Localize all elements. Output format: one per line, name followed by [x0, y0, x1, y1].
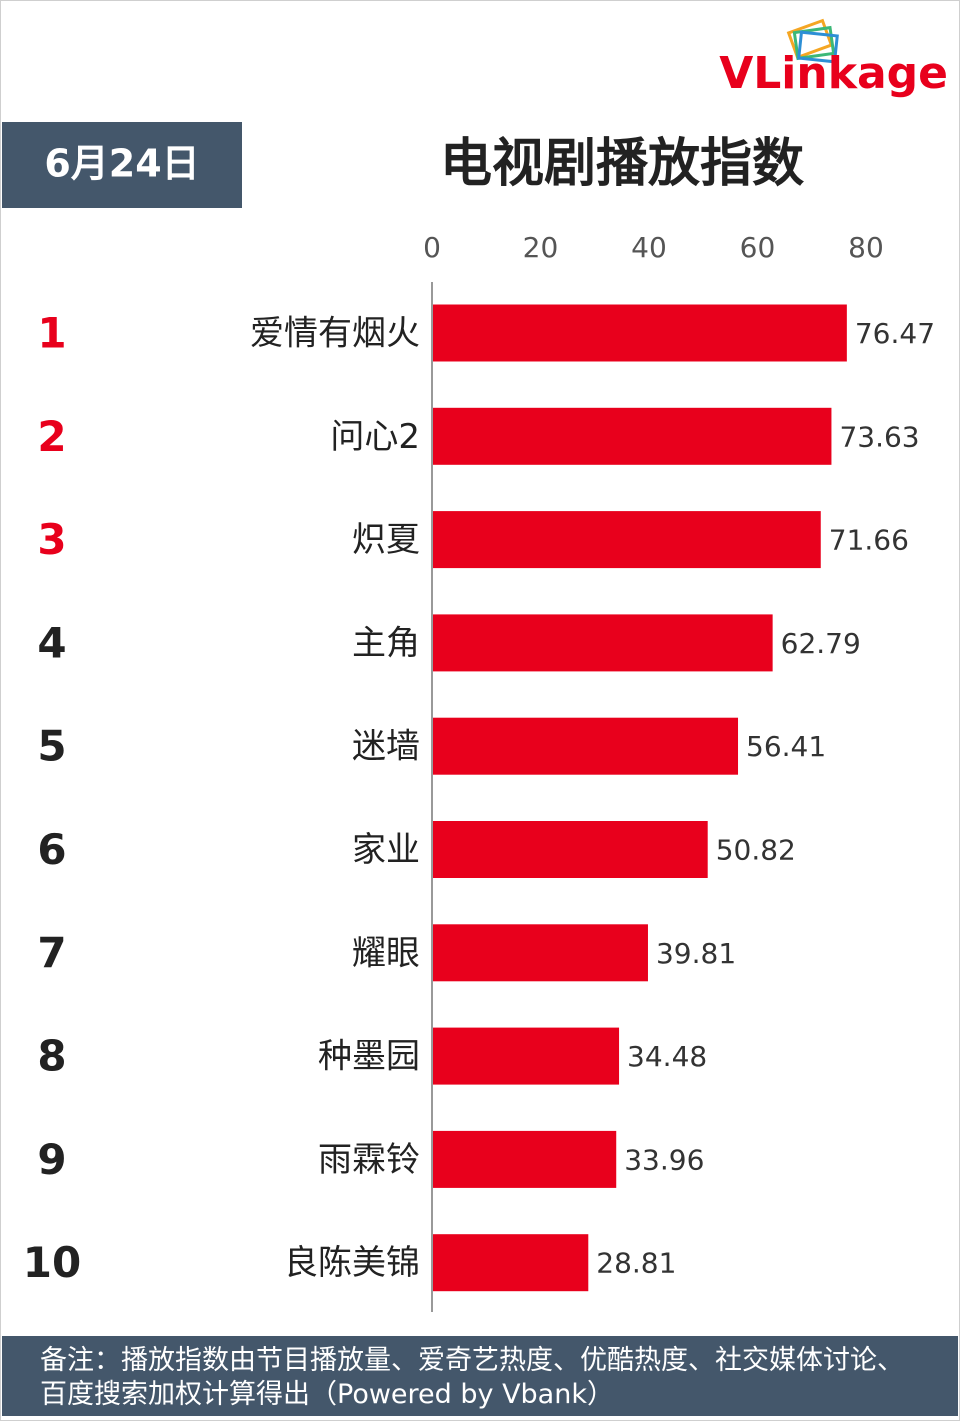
date-box [2, 122, 242, 208]
category-label: 种墨园 [318, 1037, 420, 1077]
bar [432, 511, 821, 569]
category-label: 迷墙 [352, 727, 420, 767]
x-tick-label: 60 [740, 231, 776, 264]
category-label: 爱情有烟火 [250, 314, 420, 354]
rank: 9 [37, 1135, 66, 1184]
bar [432, 407, 832, 465]
value-label: 33.96 [624, 1143, 704, 1176]
value-label: 56.41 [746, 730, 826, 763]
bar [432, 1234, 589, 1292]
logo-icon [786, 18, 839, 64]
value-label: 50.82 [716, 834, 796, 867]
rank: 8 [37, 1032, 66, 1081]
bar [432, 304, 847, 362]
rank: 5 [37, 722, 66, 771]
value-label: 39.81 [656, 937, 736, 970]
bar [432, 821, 708, 878]
value-label: 34.48 [627, 1040, 707, 1073]
value-label: 71.66 [829, 524, 909, 557]
chart-title: 电视剧播放指数 [440, 134, 804, 194]
bar [432, 614, 773, 672]
category-label: 良陈美锦 [284, 1243, 420, 1283]
value-label: 28.81 [596, 1247, 676, 1280]
bar [432, 1130, 617, 1188]
bar [432, 717, 739, 775]
value-label: 73.63 [839, 420, 919, 453]
value-label: 62.79 [781, 627, 861, 660]
x-tick-label: 20 [523, 231, 559, 264]
bar [432, 924, 648, 982]
rank: 6 [37, 825, 66, 874]
category-label: 雨霖铃 [318, 1140, 420, 1180]
rank: 1 [37, 309, 66, 358]
rank: 7 [37, 928, 66, 977]
category-label: 问心2 [330, 417, 420, 457]
rank: 3 [37, 515, 66, 564]
value-label: 76.47 [855, 317, 935, 350]
rank: 4 [37, 618, 66, 667]
x-tick-label: 40 [631, 231, 667, 264]
category-label: 主角 [352, 623, 420, 663]
rank: 10 [23, 1238, 81, 1287]
logo: VLinkage [719, 48, 948, 99]
category-label: 耀眼 [352, 933, 420, 973]
bar [432, 1027, 620, 1085]
x-tick-label: 0 [423, 231, 441, 264]
rank: 2 [37, 412, 66, 461]
category-label: 炽夏 [352, 520, 420, 560]
note: 备注：播放指数由节目播放量、爱奇艺热度、优酷热度、社交媒体讨论、百度搜索加权计算… [2, 1336, 958, 1416]
category-label: 家业 [352, 830, 420, 870]
x-tick-label: 80 [848, 231, 884, 264]
date-label: 6月24日 [44, 142, 199, 186]
